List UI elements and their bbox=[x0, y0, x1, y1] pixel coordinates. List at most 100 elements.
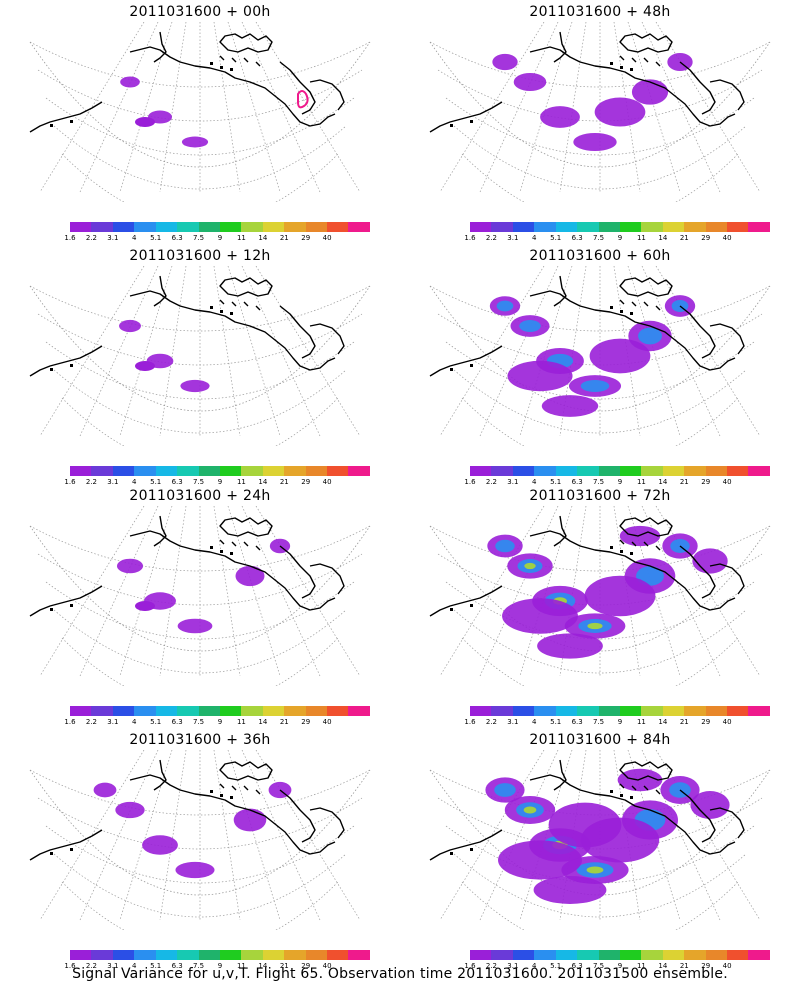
colorbar-swatch bbox=[155, 950, 178, 960]
variance-region bbox=[235, 565, 265, 587]
colorbar-tick-label: 3.1 bbox=[107, 478, 119, 486]
colorbar-tick-label: 11 bbox=[636, 478, 646, 486]
colorbar bbox=[70, 466, 370, 476]
variance-contours bbox=[492, 52, 693, 152]
colorbar-swatch bbox=[470, 466, 492, 476]
colorbar-tick-label: 1.6 bbox=[464, 962, 476, 970]
variance-region bbox=[594, 97, 646, 127]
colorbar-swatch bbox=[198, 950, 220, 960]
variance-hotspot bbox=[297, 90, 309, 109]
colorbar-swatch bbox=[241, 466, 263, 476]
colorbar-swatch bbox=[112, 706, 135, 716]
colorbar-swatch bbox=[198, 222, 220, 232]
coastlines bbox=[429, 515, 745, 617]
colorbar-swatch bbox=[470, 706, 492, 716]
colorbar-swatch bbox=[155, 706, 178, 716]
colorbar-tick-label: 4 bbox=[532, 718, 537, 726]
variance-region bbox=[120, 76, 140, 88]
panel-title: 2011031600 + 60h bbox=[529, 248, 671, 264]
graticule bbox=[429, 266, 771, 446]
figure-caption: Signal Variance for u,v,T. Flight 65. Ob… bbox=[72, 966, 728, 982]
polar-map bbox=[429, 506, 771, 686]
colorbar-swatch bbox=[177, 706, 199, 716]
colorbar-tick-label: 7.5 bbox=[192, 234, 205, 242]
colorbar-swatch bbox=[91, 466, 113, 476]
variance-region bbox=[135, 117, 155, 127]
colorbar-tick-label: 6.3 bbox=[571, 962, 583, 970]
colorbar-tick-label: 11 bbox=[236, 962, 246, 970]
colorbar-tick-label: 11 bbox=[636, 962, 646, 970]
colorbar-tick-label: 1.6 bbox=[464, 234, 476, 242]
variance-region bbox=[580, 380, 610, 392]
polar-map bbox=[429, 266, 771, 446]
variance-region bbox=[135, 361, 155, 371]
colorbar-swatch bbox=[727, 222, 749, 232]
colorbar-tick-label: 21 bbox=[279, 234, 289, 242]
colorbar-swatch bbox=[91, 222, 113, 232]
colorbar-swatch bbox=[327, 222, 349, 232]
colorbar-tick-label: 5.1 bbox=[150, 718, 162, 726]
colorbar-tick-label: 1.6 bbox=[64, 234, 76, 242]
colorbar-swatch bbox=[305, 222, 328, 232]
colorbar-swatch bbox=[727, 950, 749, 960]
colorbar-tick-label: 4 bbox=[532, 478, 537, 486]
colorbar-swatch bbox=[70, 950, 92, 960]
colorbar-tick-label: 29 bbox=[701, 234, 711, 242]
colorbar-tick-label: 29 bbox=[701, 718, 711, 726]
colorbar-tick-label: 3.1 bbox=[507, 478, 519, 486]
colorbar-swatch bbox=[577, 706, 599, 716]
colorbar-swatch bbox=[305, 466, 328, 476]
colorbar-swatch bbox=[219, 706, 242, 716]
map-panel-72h: 2011031600 + 72h 1.6 2.2 3.1 4 5.1 6.3 7.5 9 11 1… bbox=[410, 484, 790, 726]
colorbar-swatch bbox=[512, 222, 535, 232]
colorbar-swatch bbox=[177, 466, 199, 476]
colorbar-ticks: 1.6 2.2 3.1 4 5.1 6.3 7.5 9 11 14 21 29 40 bbox=[464, 478, 770, 488]
colorbar-tick-label: 9 bbox=[217, 478, 223, 486]
colorbar-swatch bbox=[327, 706, 349, 716]
colorbar-swatch bbox=[284, 222, 306, 232]
colorbar-swatch bbox=[555, 466, 578, 476]
colorbar-tick-label: 3.1 bbox=[107, 718, 119, 726]
colorbar-tick-label: 9 bbox=[617, 234, 623, 242]
colorbar-tick-label: 40 bbox=[322, 718, 332, 726]
colorbar-ticks: 1.6 2.2 3.1 4 5.1 6.3 7.5 9 11 14 21 29 40 bbox=[64, 962, 370, 972]
colorbar-swatch bbox=[177, 222, 199, 232]
variance-region bbox=[498, 840, 582, 880]
colorbar-tick-label: 11 bbox=[236, 478, 246, 486]
colorbar-swatch bbox=[534, 222, 556, 232]
colorbar-tick-label: 6.3 bbox=[171, 234, 183, 242]
variance-region bbox=[589, 338, 651, 374]
colorbar-tick-label: 21 bbox=[679, 234, 689, 242]
colorbar-tick-label: 14 bbox=[258, 718, 268, 726]
variance-region bbox=[541, 395, 599, 417]
colorbar-swatch bbox=[134, 466, 156, 476]
colorbar-swatch bbox=[598, 706, 620, 716]
colorbar-swatch bbox=[598, 950, 620, 960]
colorbar-ticks: 1.6 2.2 3.1 4 5.1 6.3 7.5 9 11 14 21 29 40 bbox=[64, 478, 370, 488]
graticule bbox=[29, 506, 371, 686]
colorbar-swatch bbox=[684, 466, 706, 476]
colorbar-swatch bbox=[748, 950, 770, 960]
colorbar-tick-label: 9 bbox=[617, 478, 623, 486]
colorbar-swatch bbox=[219, 950, 242, 960]
colorbar-tick-label: 3.1 bbox=[507, 234, 519, 242]
colorbar-tick-label: 9 bbox=[217, 718, 223, 726]
variance-region bbox=[135, 601, 155, 611]
colorbar-swatch bbox=[305, 706, 328, 716]
polar-map bbox=[29, 750, 371, 930]
colorbar-tick-label: 21 bbox=[279, 718, 289, 726]
colorbar-swatch bbox=[684, 706, 706, 716]
colorbar-swatch bbox=[491, 706, 513, 716]
colorbar-swatch bbox=[348, 706, 370, 716]
panel-title: 2011031600 + 12h bbox=[129, 248, 271, 264]
colorbar-swatch bbox=[534, 466, 556, 476]
colorbar-ticks: 1.6 2.2 3.1 4 5.1 6.3 7.5 9 11 14 21 29 40 bbox=[464, 718, 770, 728]
coastlines bbox=[429, 759, 745, 861]
variance-region bbox=[584, 575, 656, 617]
colorbar-swatch bbox=[598, 466, 620, 476]
variance-region bbox=[513, 72, 547, 92]
colorbar-tick-label: 14 bbox=[258, 962, 268, 970]
colorbar-tick-label: 40 bbox=[722, 718, 732, 726]
colorbar-tick-label: 2.2 bbox=[85, 478, 97, 486]
colorbar-swatch bbox=[327, 950, 349, 960]
